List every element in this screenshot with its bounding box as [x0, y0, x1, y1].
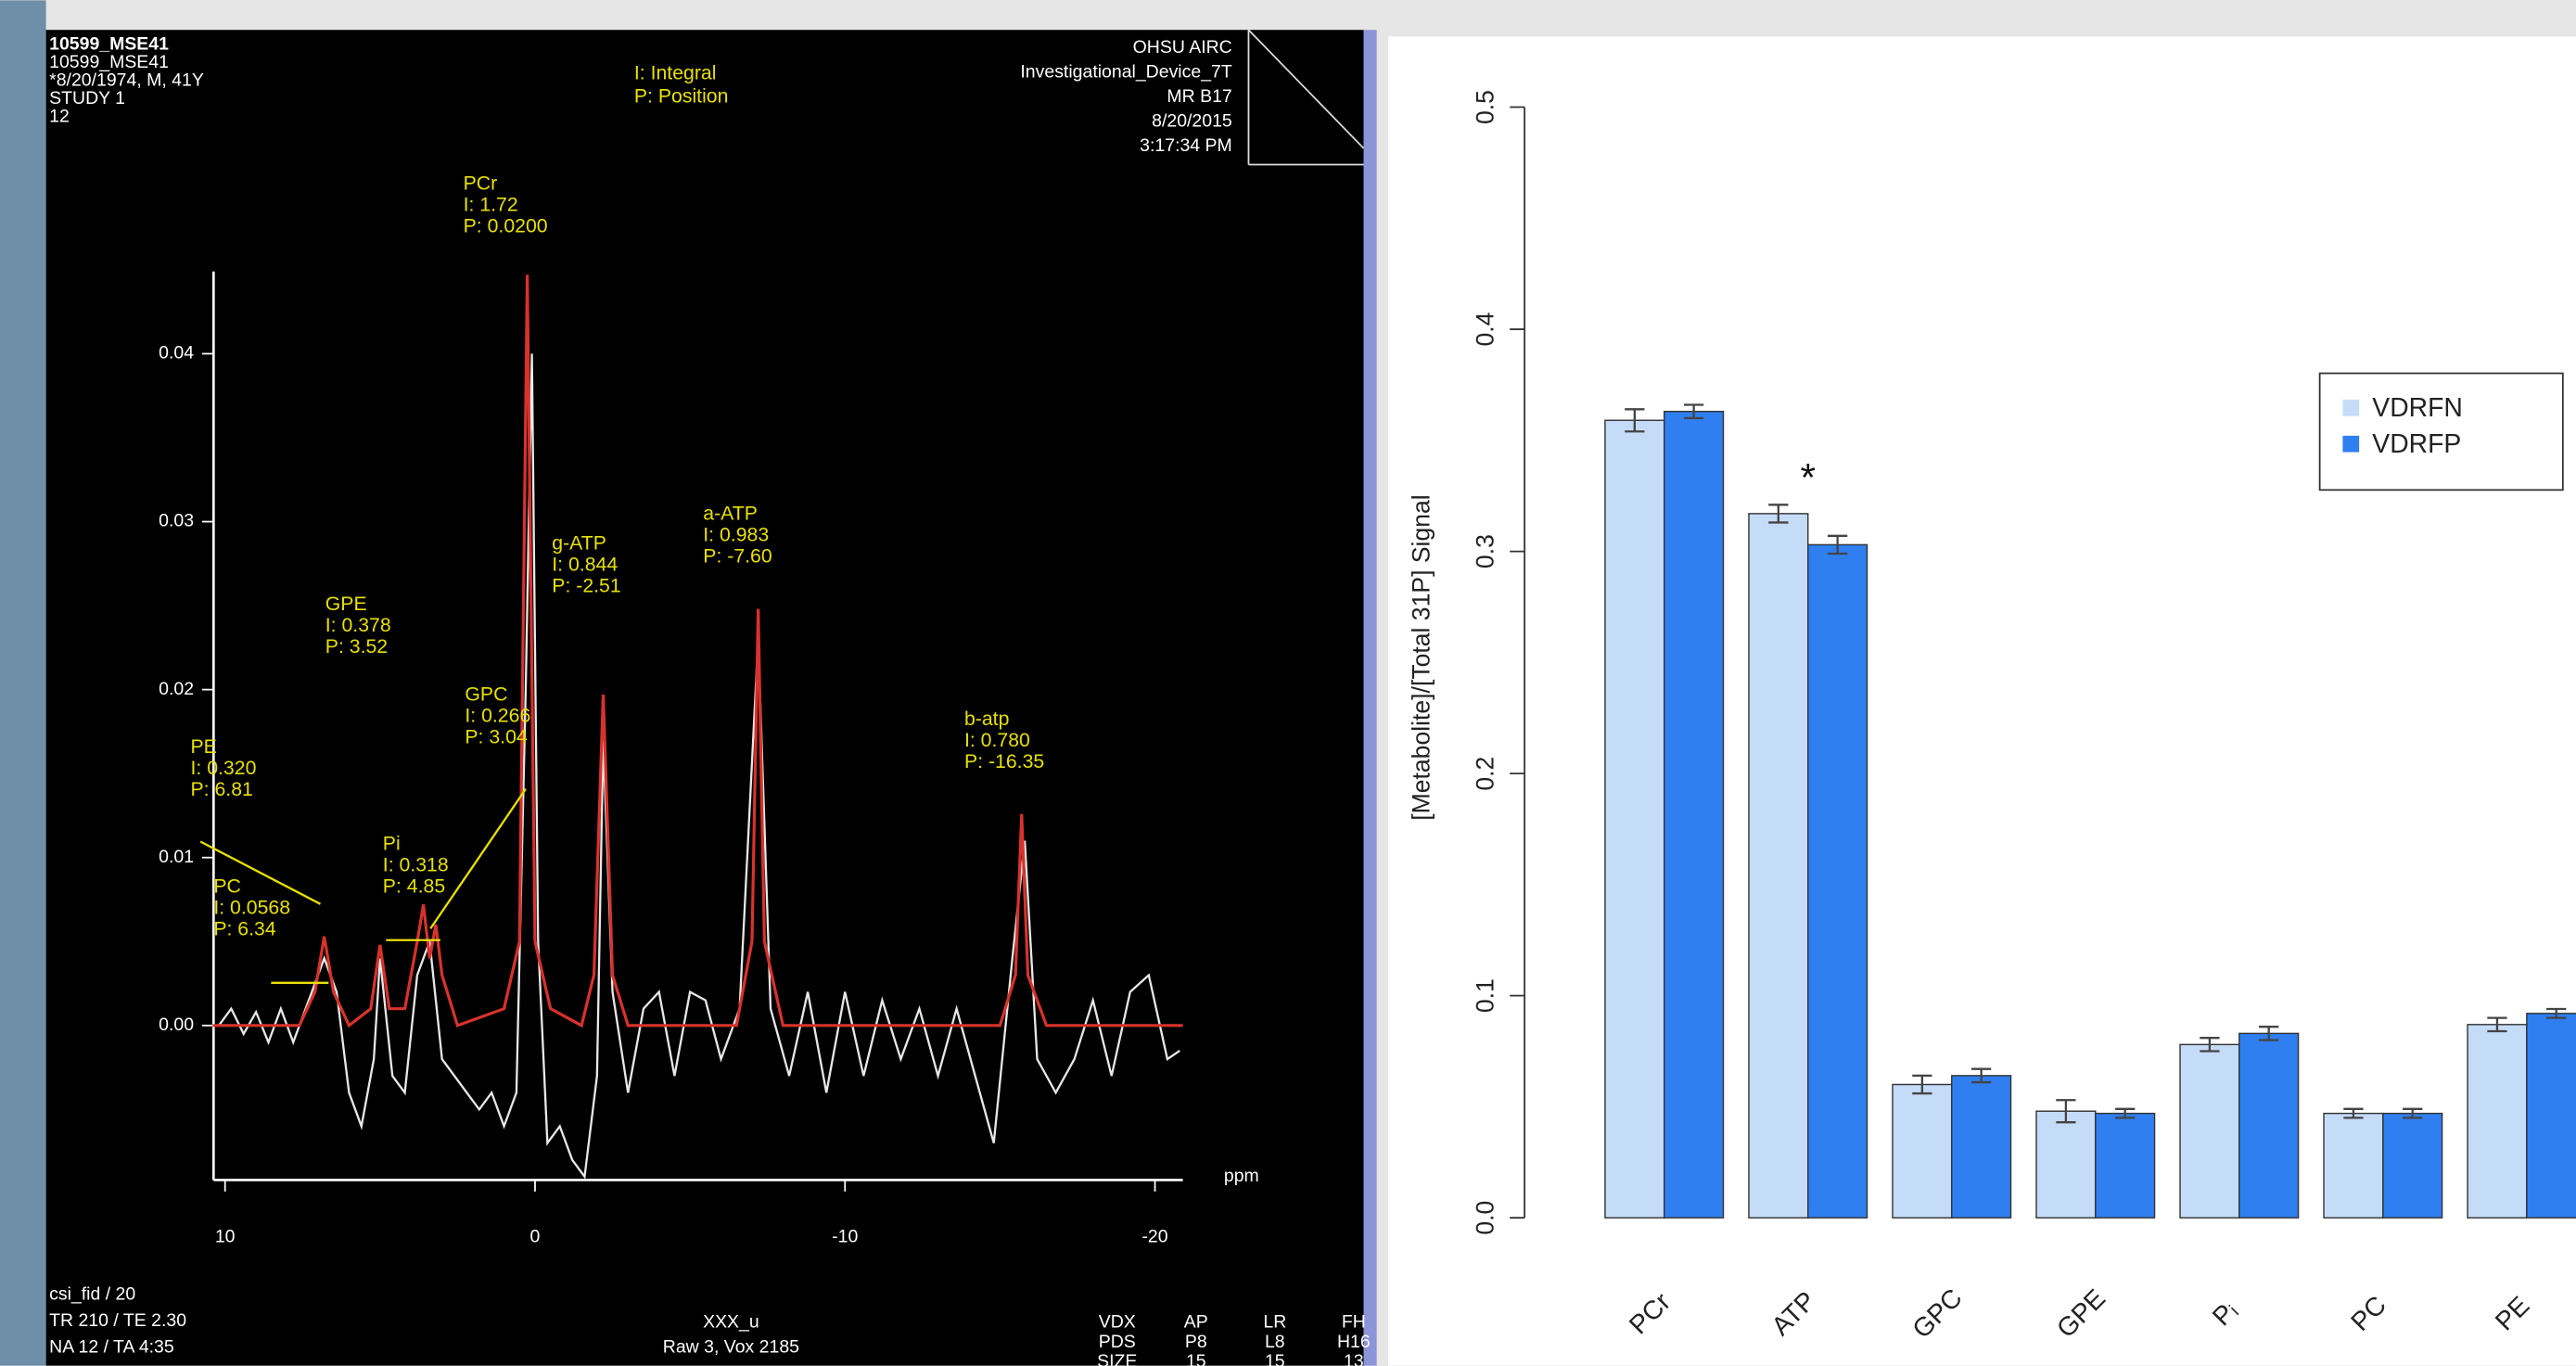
- y-tick-label: 0.03: [159, 511, 194, 531]
- spectrum-panel: [46, 30, 1364, 1365]
- header-note: P: Position: [634, 85, 729, 108]
- footer-text: SIZE: [1097, 1351, 1137, 1366]
- x-tick-label: -10: [832, 1227, 858, 1247]
- peak-annotation: P: 3.52: [325, 635, 388, 657]
- side-strip: [0, 0, 46, 1365]
- header-text: MR B17: [1167, 86, 1231, 107]
- peak-annotation: I: 0.0568: [213, 897, 290, 919]
- footer-text: PDS: [1099, 1332, 1136, 1352]
- bar: [1749, 514, 1808, 1218]
- panel-edge: [1363, 30, 1376, 1365]
- y-tick-label: 0.4: [1471, 313, 1498, 347]
- peak-annotation: GPE: [325, 593, 367, 615]
- x-axis-label: ppm: [1224, 1166, 1259, 1186]
- peak-annotation: P: 6.34: [213, 918, 276, 940]
- bar: [2096, 1114, 2155, 1219]
- peak-annotation: I: 0.780: [964, 729, 1030, 751]
- header-text: OHSU AIRC: [1133, 37, 1232, 57]
- footer-text: VDX: [1099, 1312, 1136, 1333]
- legend-swatch: [2342, 400, 2359, 416]
- peak-annotation: PC: [213, 875, 241, 898]
- footer-text: L8: [1265, 1332, 1285, 1352]
- peak-annotation: P: 4.85: [383, 875, 445, 898]
- peak-annotation: I: 0.378: [325, 614, 391, 636]
- peak-annotation: PCr: [464, 172, 498, 194]
- header-text: 12: [49, 106, 70, 126]
- peak-annotation: I: 0.844: [552, 553, 618, 575]
- footer-text: TR 210 / TE 2.30: [49, 1310, 186, 1331]
- peak-annotation: P: 6.81: [191, 778, 253, 800]
- bar: [2468, 1025, 2527, 1218]
- footer-text: 13: [1344, 1351, 1364, 1366]
- peak-annotation: I: 0.266: [465, 704, 530, 726]
- peak-annotation: PE: [191, 735, 217, 758]
- y-axis-label: [Metabolite]/[Total 31P] Signal: [1407, 494, 1435, 820]
- bar: [1952, 1076, 2011, 1218]
- footer-text: 15: [1265, 1351, 1285, 1366]
- y-tick-label: 0.02: [159, 679, 194, 699]
- peak-annotation: P: -16.35: [964, 750, 1044, 772]
- legend-label: VDRFP: [2372, 429, 2461, 459]
- peak-annotation: I: 0.983: [703, 524, 769, 546]
- y-tick-label: 0.0: [1471, 1201, 1498, 1235]
- bar: [1605, 420, 1664, 1218]
- x-tick-label: -20: [1141, 1227, 1167, 1247]
- legend-label: VDRFN: [2372, 393, 2463, 423]
- footer-text: Raw 3, Vox 2185: [663, 1336, 799, 1357]
- peak-annotation: g-ATP: [552, 531, 606, 554]
- x-tick-label: 10: [215, 1227, 236, 1247]
- bar: [2527, 1014, 2576, 1218]
- y-tick-label: 0.5: [1471, 90, 1498, 124]
- footer-text: AP: [1184, 1312, 1208, 1333]
- peak-annotation: Pi: [383, 833, 401, 855]
- header-text: 8/20/2015: [1152, 111, 1232, 132]
- peak-annotation: P: 0.0200: [464, 214, 548, 236]
- page: 10599_MSE4110599_MSE41*8/20/1974, M, 41Y…: [0, 0, 2576, 1366]
- significance-marker: *: [1800, 457, 1816, 501]
- footer-text: H16: [1337, 1332, 1371, 1352]
- bar: [2383, 1114, 2442, 1219]
- bar: [1664, 412, 1724, 1218]
- bar: [1808, 544, 1868, 1218]
- y-tick-label: 0.3: [1471, 534, 1498, 568]
- footer-text: 15: [1186, 1351, 1206, 1366]
- footer-text: LR: [1263, 1312, 1286, 1333]
- footer-text: P8: [1185, 1332, 1207, 1352]
- header-note: I: Integral: [634, 62, 717, 84]
- footer-text: csi_fid / 20: [49, 1284, 135, 1305]
- bar: [1893, 1084, 1952, 1218]
- footer-text: FH: [1342, 1312, 1366, 1333]
- peak-annotation: I: 0.318: [383, 854, 449, 876]
- peak-annotation: P: -2.51: [552, 574, 620, 596]
- header-text: 3:17:34 PM: [1140, 135, 1232, 156]
- peak-annotation: a-ATP: [703, 503, 758, 525]
- bar: [2324, 1114, 2383, 1219]
- header-text: Investigational_Device_7T: [1020, 61, 1231, 82]
- bar: [2036, 1111, 2096, 1218]
- y-tick-label: 0.00: [159, 1015, 194, 1035]
- peak-annotation: b-atp: [964, 708, 1009, 730]
- peak-annotation: P: 3.04: [465, 725, 528, 747]
- footer-text: NA 12 / TA 4:35: [49, 1336, 174, 1357]
- screenshot: 10599_MSE4110599_MSE41*8/20/1974, M, 41Y…: [0, 0, 2576, 1366]
- y-tick-label: 0.2: [1471, 757, 1498, 791]
- bar: [2239, 1033, 2299, 1218]
- peak-annotation: I: 0.320: [191, 757, 257, 779]
- peak-annotation: I: 1.72: [464, 193, 518, 215]
- y-tick-label: 0.01: [159, 847, 194, 867]
- footer-text: XXX_u: [703, 1312, 759, 1333]
- legend-swatch: [2342, 436, 2359, 453]
- x-tick-label: 0: [530, 1227, 541, 1247]
- y-tick-label: 0.04: [159, 343, 194, 364]
- bar: [2180, 1044, 2239, 1218]
- y-tick-label: 0.1: [1471, 978, 1498, 1013]
- peak-annotation: GPC: [465, 683, 507, 705]
- peak-annotation: P: -7.60: [703, 545, 772, 568]
